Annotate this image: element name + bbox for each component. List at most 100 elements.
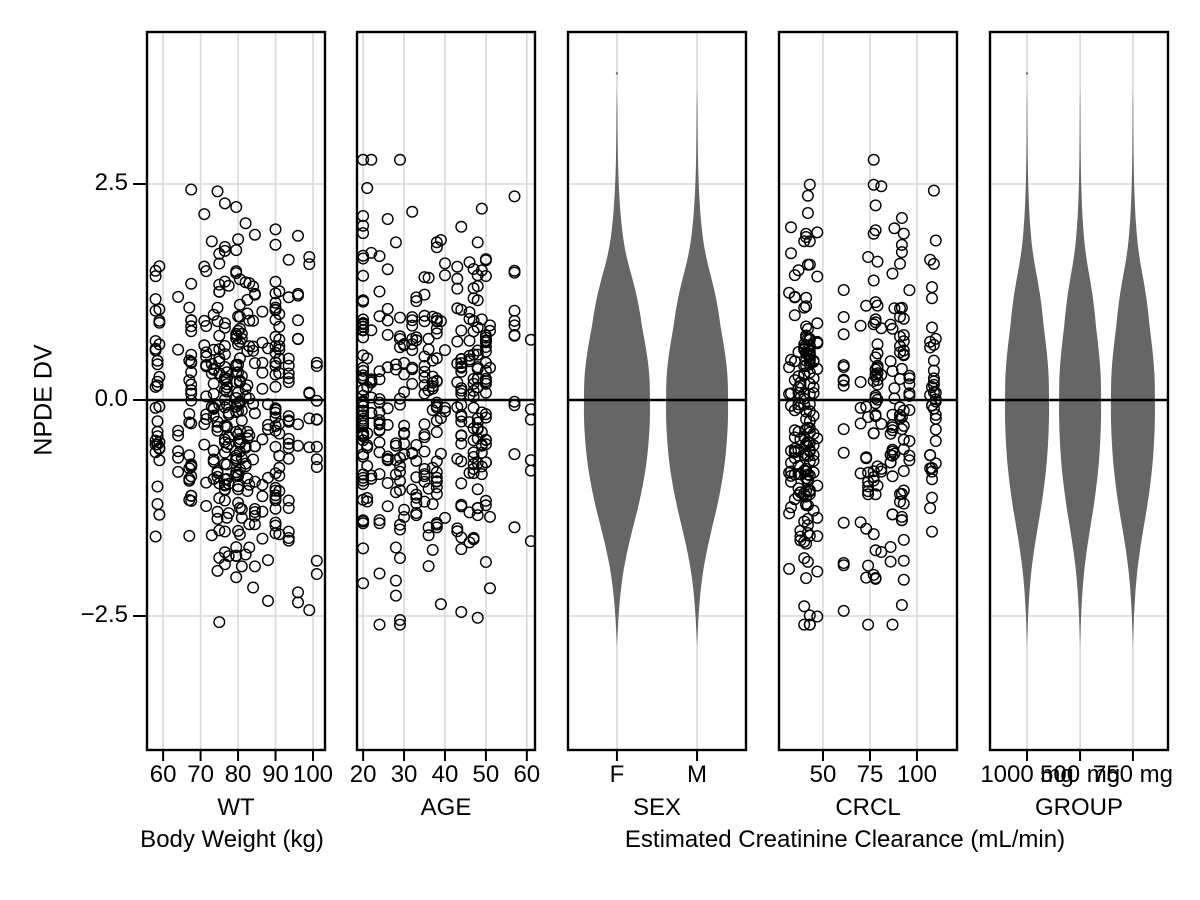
data-point	[869, 296, 882, 309]
data-point	[365, 374, 378, 387]
data-point	[398, 503, 411, 516]
data-point	[273, 320, 286, 333]
data-point	[389, 486, 402, 499]
data-point	[213, 352, 226, 365]
data-point	[235, 452, 248, 465]
data-point	[869, 544, 882, 557]
data-point	[788, 309, 801, 322]
data-point	[381, 477, 394, 490]
data-point	[800, 227, 813, 240]
data-point	[895, 599, 908, 612]
data-point	[875, 546, 888, 559]
data-point	[230, 265, 243, 278]
panel-border	[145, 30, 327, 752]
data-point	[897, 484, 910, 497]
data-point	[183, 301, 196, 314]
data-point	[230, 449, 243, 462]
data-point	[869, 316, 882, 329]
data-point	[213, 355, 226, 368]
data-point	[282, 352, 295, 365]
data-point	[903, 435, 916, 448]
data-point	[927, 184, 940, 197]
data-point	[230, 200, 243, 213]
data-point	[875, 180, 888, 193]
data-point	[373, 468, 386, 481]
data-point	[153, 314, 166, 327]
data-point	[451, 401, 464, 414]
x-tick-label-age: 30	[390, 761, 418, 788]
data-point	[233, 528, 246, 541]
data-point	[924, 449, 937, 462]
data-point	[467, 263, 480, 276]
data-point	[439, 511, 452, 524]
panel-border	[355, 30, 537, 752]
data-point	[888, 302, 901, 315]
data-point	[479, 341, 492, 354]
data-point	[800, 354, 813, 367]
data-point	[200, 476, 213, 489]
data-point	[282, 502, 295, 515]
data-point	[172, 424, 185, 437]
data-point	[220, 385, 233, 398]
data-point	[243, 277, 256, 290]
data-point	[183, 408, 196, 421]
data-point	[198, 314, 211, 327]
data-point	[439, 269, 452, 282]
data-point	[185, 320, 198, 333]
data-point	[273, 285, 286, 298]
data-point	[463, 416, 476, 429]
data-point	[471, 457, 484, 470]
data-point	[895, 514, 908, 527]
data-point	[406, 377, 419, 390]
data-point	[247, 280, 260, 293]
data-point	[862, 618, 875, 631]
data-point	[479, 556, 492, 569]
panel-content-age	[357, 153, 535, 631]
data-point	[888, 222, 901, 235]
data-point	[927, 372, 940, 385]
data-point	[871, 255, 884, 268]
data-point	[897, 404, 910, 417]
data-point	[373, 517, 386, 530]
data-point	[200, 413, 213, 426]
data-point	[426, 404, 439, 417]
data-point	[794, 376, 807, 389]
data-point	[867, 465, 880, 478]
data-point	[153, 338, 166, 351]
data-point	[800, 423, 813, 436]
data-point	[455, 543, 468, 556]
data-point	[426, 498, 439, 511]
data-point	[508, 319, 521, 332]
data-point	[422, 521, 435, 534]
data-point	[837, 516, 850, 529]
data-point	[248, 503, 261, 516]
data-point	[471, 509, 484, 522]
data-point	[394, 518, 407, 531]
data-point	[903, 454, 916, 467]
data-point	[262, 398, 275, 411]
data-point	[484, 361, 497, 374]
data-point	[929, 332, 942, 345]
data-point	[406, 446, 419, 459]
data-point	[811, 610, 824, 623]
data-point	[381, 263, 394, 276]
data-point	[373, 250, 386, 263]
data-point	[467, 451, 480, 464]
data-point	[869, 408, 882, 421]
data-point	[373, 436, 386, 449]
data-point	[884, 355, 897, 368]
data-point	[484, 319, 497, 332]
panel-sex	[566, 30, 748, 761]
data-point	[256, 490, 269, 503]
data-point	[860, 571, 873, 584]
data-point	[903, 404, 916, 417]
data-point	[200, 320, 213, 333]
x-tick-label-group: 750 mg	[1092, 761, 1173, 788]
data-point	[153, 508, 166, 521]
data-point	[172, 465, 185, 478]
data-point	[788, 355, 801, 368]
data-point	[398, 386, 411, 399]
data-point	[862, 559, 875, 572]
x-tick-label-group: 500 mg	[1040, 761, 1121, 788]
data-point	[897, 344, 910, 357]
